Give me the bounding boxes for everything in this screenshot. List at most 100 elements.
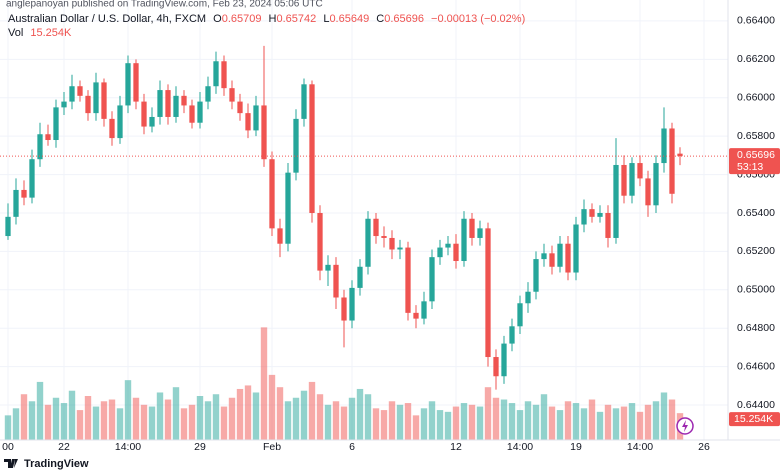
- volume-bar: [276, 387, 284, 440]
- x-tick-label: 22: [58, 441, 70, 453]
- volume-label-box: [729, 412, 780, 427]
- volume-bar: [212, 394, 220, 440]
- volume-bar: [172, 387, 180, 440]
- volume-title: Vol: [8, 27, 23, 39]
- volume-bar: [124, 380, 132, 440]
- symbol: Australian Dollar / U.S. Dollar, 4h, FXC…: [8, 13, 206, 25]
- volume-bar: [220, 406, 228, 440]
- candle-body: [117, 105, 123, 139]
- volume-bar: [452, 406, 460, 440]
- volume-bar: [380, 410, 388, 440]
- candle-body: [277, 228, 283, 244]
- candle-body: [133, 63, 139, 102]
- candle-body: [565, 243, 571, 273]
- candle-body: [677, 153, 683, 157]
- volume-bar: [92, 406, 100, 440]
- candle-body: [645, 178, 651, 206]
- candle-body: [429, 257, 435, 302]
- candle-body: [517, 303, 523, 327]
- volume-bar: [388, 401, 396, 440]
- y-tick-label: 0.65200: [737, 245, 775, 257]
- candle-body: [149, 116, 155, 127]
- volume-bar: [180, 408, 188, 440]
- volume-bar: [12, 408, 20, 440]
- volume-bar: [540, 394, 548, 440]
- volume-bar: [580, 408, 588, 440]
- candle-body: [669, 128, 675, 194]
- candle-body: [101, 82, 107, 119]
- candle-body: [397, 247, 403, 250]
- volume-bar: [356, 388, 364, 440]
- candle-body: [381, 236, 387, 238]
- candle-body: [437, 247, 443, 258]
- candle-body: [613, 164, 619, 238]
- x-tick-label: 14:00: [507, 441, 533, 453]
- volume-bar: [564, 401, 572, 440]
- candle-body: [629, 163, 635, 196]
- x-tick-label: 14:00: [627, 441, 653, 453]
- candle-body: [37, 134, 43, 160]
- brand-logo: [4, 459, 18, 468]
- volume-bar: [508, 403, 516, 440]
- candle-body: [557, 243, 563, 267]
- volume-bar: [660, 392, 668, 440]
- candle-body: [173, 95, 179, 117]
- volume-bar: [524, 401, 532, 440]
- volume-bar: [228, 397, 236, 440]
- candle-body: [589, 209, 595, 217]
- candle-body: [509, 326, 515, 344]
- volume-bar: [420, 408, 428, 440]
- candle-layer: [5, 45, 683, 390]
- legend-c: C: [376, 13, 384, 25]
- x-tick-label: 12: [450, 441, 462, 453]
- volume-bar: [196, 396, 204, 440]
- volume-bar: [28, 401, 36, 440]
- candle-body: [653, 163, 659, 206]
- y-tick-label: 0.66000: [737, 92, 775, 104]
- volume-legend: Vol 15.254K: [8, 27, 72, 39]
- volume-bar: [84, 396, 92, 440]
- candle-body: [253, 105, 259, 131]
- volume-bar: [284, 401, 292, 440]
- volume-bar: [436, 410, 444, 440]
- y-tick-label: 0.66400: [737, 15, 775, 27]
- candle-body: [333, 264, 339, 298]
- volume-bar: [588, 399, 596, 440]
- candle-body: [205, 86, 211, 102]
- y-tick-label: 0.64400: [737, 399, 775, 411]
- volume-layer: [4, 327, 684, 440]
- countdown: 53:13: [737, 161, 763, 173]
- price-label: 0.65696: [737, 149, 775, 161]
- volume-bar: [460, 403, 468, 440]
- candle-body: [349, 287, 355, 321]
- candle-body: [605, 212, 611, 238]
- volume-bar: [644, 404, 652, 440]
- x-tick-label: 19: [570, 441, 582, 453]
- candle-body: [453, 243, 459, 262]
- candle-body: [61, 101, 67, 108]
- volume-bar: [36, 381, 44, 440]
- candle-body: [237, 101, 243, 114]
- candle-body: [197, 101, 203, 123]
- volume-bar: [316, 394, 324, 440]
- y-tick-label: 0.66200: [737, 53, 775, 65]
- candle-body: [85, 95, 91, 114]
- legend-line: Australian Dollar / U.S. Dollar, 4h, FXC…: [8, 13, 525, 25]
- candle-body: [189, 105, 195, 123]
- volume-bar: [60, 403, 68, 440]
- candle-body: [637, 163, 643, 179]
- candle-body: [77, 86, 83, 96]
- legend-h: H: [269, 13, 277, 25]
- x-tick-label: 29: [194, 441, 206, 453]
- candle-body: [125, 63, 131, 106]
- candle-body: [157, 90, 163, 117]
- replay-icon[interactable]: [676, 417, 694, 435]
- legend-l: L: [323, 13, 329, 25]
- legend-l-value: 0.65649: [329, 13, 369, 25]
- volume-bar: [556, 410, 564, 440]
- volume-bar: [652, 401, 660, 440]
- y-tick-label: 0.64800: [737, 322, 775, 334]
- volume-bar: [4, 415, 12, 440]
- volume-bar: [252, 392, 260, 440]
- candle-body: [461, 218, 467, 262]
